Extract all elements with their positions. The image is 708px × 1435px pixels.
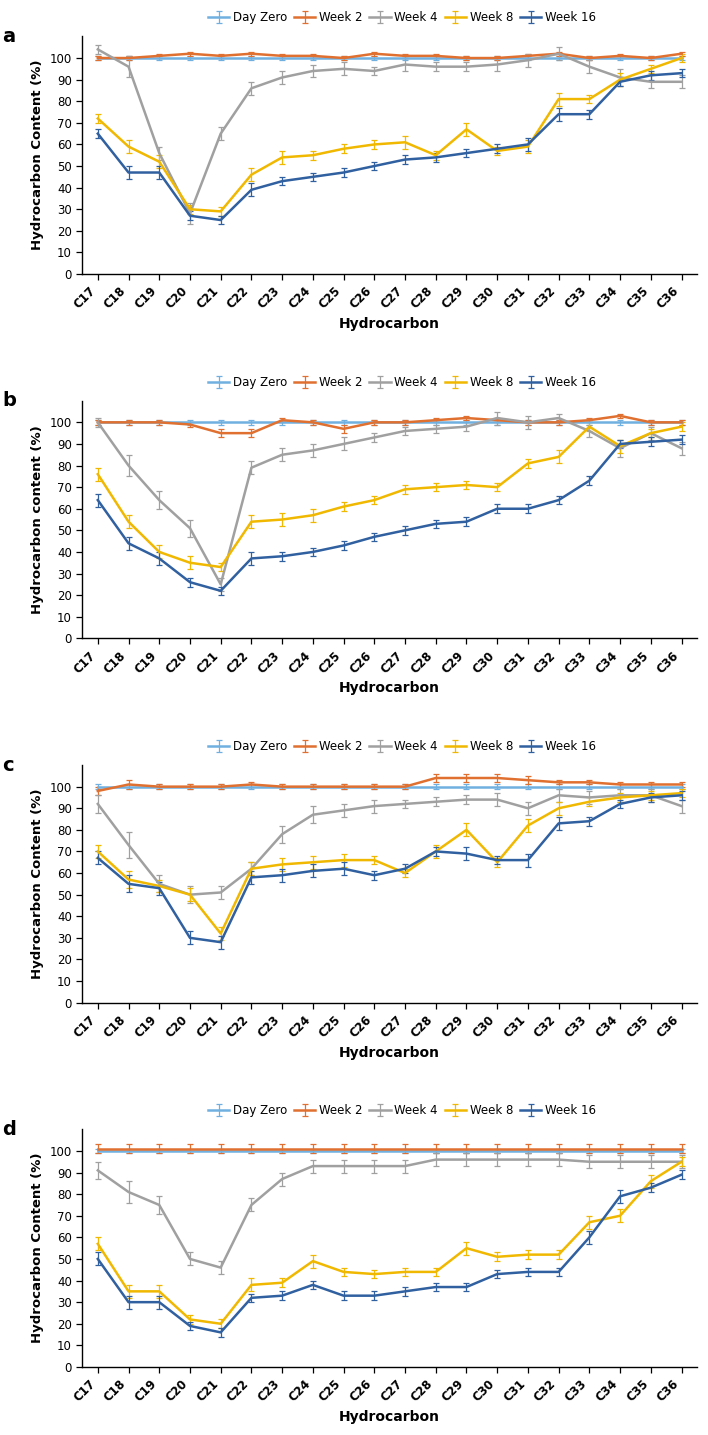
Legend: Day Zero, Week 2, Week 4, Week 8, Week 16: Day Zero, Week 2, Week 4, Week 8, Week 1…	[208, 11, 596, 24]
Y-axis label: Hydrocarbon Content (%): Hydrocarbon Content (%)	[31, 789, 44, 979]
Legend: Day Zero, Week 2, Week 4, Week 8, Week 16: Day Zero, Week 2, Week 4, Week 8, Week 1…	[208, 1105, 596, 1118]
Y-axis label: Hydrocarbon Content (%): Hydrocarbon Content (%)	[31, 60, 44, 251]
X-axis label: Hydrocarbon: Hydrocarbon	[339, 317, 440, 331]
X-axis label: Hydrocarbon: Hydrocarbon	[339, 1411, 440, 1424]
Y-axis label: Hydrocarbon content (%): Hydrocarbon content (%)	[31, 425, 44, 614]
X-axis label: Hydrocarbon: Hydrocarbon	[339, 1046, 440, 1059]
Text: c: c	[3, 756, 14, 775]
Text: d: d	[3, 1119, 16, 1139]
X-axis label: Hydrocarbon: Hydrocarbon	[339, 682, 440, 696]
Y-axis label: Hydrocarbon Content (%): Hydrocarbon Content (%)	[31, 1152, 44, 1343]
Legend: Day Zero, Week 2, Week 4, Week 8, Week 16: Day Zero, Week 2, Week 4, Week 8, Week 1…	[208, 740, 596, 753]
Text: b: b	[3, 392, 16, 410]
Legend: Day Zero, Week 2, Week 4, Week 8, Week 16: Day Zero, Week 2, Week 4, Week 8, Week 1…	[208, 376, 596, 389]
Text: a: a	[3, 27, 16, 46]
